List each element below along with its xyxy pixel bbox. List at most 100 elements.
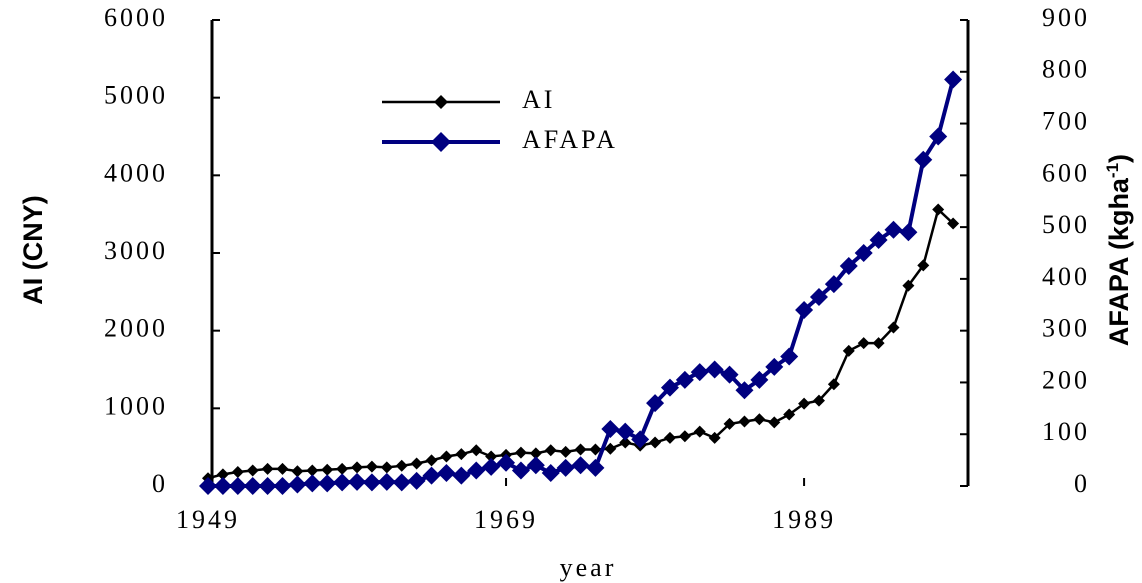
marker [273,477,292,495]
marker [824,275,843,294]
marker [485,450,498,463]
marker [872,337,885,350]
marker [303,474,322,493]
y2-tick-label: 700 [1042,107,1090,136]
marker [541,464,560,483]
y2-label-sup: -1 [1103,163,1122,178]
marker [544,444,557,457]
legend-marker [431,132,451,152]
marker [616,422,635,441]
marker [321,463,334,476]
y2-tick-label: 300 [1042,314,1090,343]
marker [362,473,381,492]
y2-tick-label: 100 [1042,417,1090,446]
y2-tick-label: 0 [1074,469,1090,498]
marker [812,394,825,407]
marker [365,460,378,473]
marker [306,464,319,477]
marker [708,431,721,444]
marker [482,457,501,476]
marker [753,413,766,426]
marker [884,220,903,239]
marker [768,416,781,429]
marker [869,231,888,250]
marker [246,464,259,477]
marker [932,203,945,216]
y-tick-label: 6000 [104,3,168,32]
marker [586,458,605,477]
marker [646,394,665,413]
marker [589,443,602,456]
marker [231,466,244,479]
marker [336,462,349,475]
series-line [207,207,954,480]
marker [213,477,232,495]
y2-label-end: ) [1104,154,1134,163]
x-axis-label: year [560,553,617,582]
marker [705,360,724,379]
marker [288,475,307,494]
marker [467,461,486,480]
marker [690,363,709,382]
y2-tick-label: 400 [1042,262,1090,291]
marker [333,473,352,492]
marker [783,408,796,421]
y2-tick-label: 500 [1042,210,1090,239]
y2-axis-label: AFAPA (kgha-1) [1103,154,1134,346]
marker [392,473,411,492]
marker [216,468,229,481]
y2-tick-label: 800 [1042,55,1090,84]
marker [675,370,694,389]
y-tick-label: 4000 [104,158,168,187]
marker [619,436,632,449]
y2-tick-label: 200 [1042,365,1090,394]
marker [917,259,930,272]
marker [795,300,814,319]
marker [947,217,960,230]
marker [735,381,754,400]
marker [944,70,963,89]
marker [511,461,530,480]
x-tick-label: 1949 [176,505,240,534]
marker [750,370,769,389]
x-tick-label: 1989 [772,505,836,534]
marker [318,474,337,493]
y2-tick-label: 600 [1042,158,1090,187]
marker [723,417,736,430]
marker [765,357,784,376]
y2-label-main: AFAPA (kgha [1104,177,1134,346]
marker [839,256,858,275]
y-tick-label: 2000 [104,314,168,343]
marker [604,442,617,455]
marker [410,457,423,470]
marker [559,445,572,458]
marker [738,415,751,428]
marker [291,465,304,478]
marker [199,477,217,495]
marker [649,436,662,449]
y-tick-label: 3000 [104,236,168,265]
marker [798,397,811,410]
marker [914,150,933,169]
y-tick-label: 5000 [104,81,168,110]
marker [228,477,247,495]
marker [437,464,456,483]
marker [497,453,516,472]
legend-marker [434,95,448,109]
marker [720,365,739,384]
marker [631,430,650,449]
marker [455,448,468,461]
marker [395,459,408,472]
marker [258,477,277,495]
marker [425,454,438,467]
marker [887,321,900,334]
marker [678,430,691,443]
marker [377,472,396,491]
marker [407,471,426,490]
marker [827,378,840,391]
x-tick-label: 1969 [474,505,538,534]
y-axis-label: AI (CNY) [18,195,48,305]
marker [857,337,870,350]
marker [902,279,915,292]
